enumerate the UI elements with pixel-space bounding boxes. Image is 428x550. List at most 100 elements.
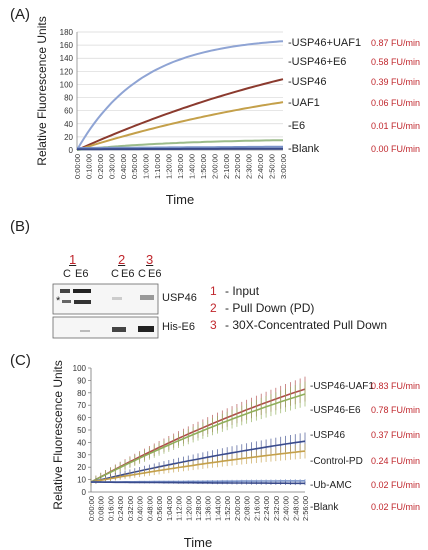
x-tick-label: 1:12:00 <box>175 496 184 521</box>
legend-text: - 30X-Concentrated Pull Down <box>221 318 388 332</box>
x-tick-label: 0:40:00 <box>136 496 145 521</box>
x-tick-label: 2:56:00 <box>301 496 310 521</box>
panel-c-label: (C) <box>10 352 31 369</box>
y-tick-label: 20 <box>64 133 73 142</box>
x-tick-label: 0:16:00 <box>106 496 115 521</box>
lane-label: C <box>111 268 119 280</box>
x-tick-label: 2:40:00 <box>256 154 265 179</box>
x-tick-label: 1:20:00 <box>184 496 193 521</box>
series-line <box>76 40 284 151</box>
x-tick-label: 0:10:00 <box>84 154 93 179</box>
x-axis-title: Time <box>184 535 212 550</box>
x-tick-label: 1:40:00 <box>187 154 196 179</box>
y-tick-label: 100 <box>60 80 74 89</box>
series-label: -USP46 <box>288 76 327 88</box>
series-line <box>90 440 306 483</box>
y-tick-label: 140 <box>60 54 74 63</box>
y-tick-label: 80 <box>64 94 73 103</box>
x-tick-label: 2:20:00 <box>233 154 242 179</box>
x-tick-label: 0:40:00 <box>119 154 128 179</box>
x-tick-label: 1:30:00 <box>176 154 185 179</box>
y-tick-label: 80 <box>77 389 86 398</box>
x-axis-title: Time <box>166 192 194 207</box>
y-axis-title: Relative Fluorescence Units <box>51 360 65 509</box>
blot-legend-3: 3 - 30X-Concentrated Pull Down <box>210 318 387 332</box>
lane-group-1: 1 <box>69 252 77 267</box>
x-tick-label: 2:08:00 <box>243 496 252 521</box>
series-label: -Ub-AMC <box>310 480 352 491</box>
x-tick-label: 0:20:00 <box>96 154 105 179</box>
series-rate: 0.24 FU/min <box>371 456 420 466</box>
series-line <box>77 147 283 151</box>
x-tick-label: 0:00:00 <box>87 496 96 521</box>
series-rate: 0.02 FU/min <box>371 502 420 512</box>
blot-legend-2: 2 - Pull Down (PD) <box>210 301 314 315</box>
series-rate: 0.01 FU/min <box>371 121 420 131</box>
y-tick-label: 20 <box>77 463 86 472</box>
series-rate: 0.78 FU/min <box>371 405 420 415</box>
panel-b-label: (B) <box>10 218 30 235</box>
series-line <box>90 393 306 483</box>
lane-label: E6 <box>148 268 162 280</box>
legend-text: - Pull Down (PD) <box>221 301 315 315</box>
x-tick-label: 2:10:00 <box>222 154 231 179</box>
series-rate: 0.06 FU/min <box>371 98 420 108</box>
series-rate: 0.58 FU/min <box>371 57 420 67</box>
y-tick-label: 70 <box>77 401 86 410</box>
y-tick-label: 160 <box>60 41 74 50</box>
lane-group-3: 3 <box>146 252 154 267</box>
series-rate: 0.83 FU/min <box>371 381 420 391</box>
band-label-his-e6: His-E6 <box>162 321 196 333</box>
y-tick-label: 10 <box>77 476 86 485</box>
lane-label: E6 <box>121 268 135 280</box>
x-tick-label: 0:00:00 <box>73 154 82 179</box>
y-tick-label: 60 <box>64 107 73 116</box>
series-label: -Control-PD <box>310 456 363 467</box>
x-tick-label: 2:40:00 <box>282 496 291 521</box>
series-line <box>76 101 284 151</box>
series-line <box>90 450 306 483</box>
series-label: -USP46-UAF1 <box>310 381 374 392</box>
y-tick-label: 40 <box>64 120 73 129</box>
x-tick-label: 1:04:00 <box>165 496 174 521</box>
band-label-usp46: USP46 <box>162 292 197 304</box>
asterisk-marker: * <box>56 295 61 307</box>
series-line <box>76 78 284 151</box>
x-tick-label: 1:36:00 <box>204 496 213 521</box>
y-tick-label: 50 <box>77 426 86 435</box>
x-tick-label: 1:10:00 <box>153 154 162 179</box>
series-label: -USP46+E6 <box>288 56 346 68</box>
series-line <box>91 481 305 485</box>
legend-num: 3 <box>210 318 217 332</box>
series-label: -Blank <box>288 143 320 155</box>
series-label: -E6 <box>288 120 305 132</box>
x-tick-label: 1:20:00 <box>165 154 174 179</box>
y-tick-label: 0 <box>69 146 74 155</box>
x-tick-label: 1:00:00 <box>142 154 151 179</box>
y-tick-label: 30 <box>77 451 86 460</box>
series-line <box>77 145 283 149</box>
panel-a-label: (A) <box>10 6 30 23</box>
x-tick-label: 0:50:00 <box>130 154 139 179</box>
x-tick-label: 0:24:00 <box>116 496 125 521</box>
x-tick-label: 2:32:00 <box>272 496 281 521</box>
series-label: -Blank <box>310 502 339 513</box>
lane-label: E6 <box>75 268 89 280</box>
series-rate: 0.87 FU/min <box>371 38 420 48</box>
x-tick-label: 1:52:00 <box>223 496 232 521</box>
x-tick-label: 1:44:00 <box>213 496 222 521</box>
x-tick-label: 2:48:00 <box>291 496 300 521</box>
series-rate: 0.39 FU/min <box>371 77 420 87</box>
x-tick-label: 1:28:00 <box>194 496 203 521</box>
lane-label: C <box>138 268 146 280</box>
series-label: -UAF1 <box>288 97 320 109</box>
series-rate: 0.02 FU/min <box>371 480 420 490</box>
y-tick-label: 0 <box>82 488 87 497</box>
x-tick-label: 2:00:00 <box>210 154 219 179</box>
western-blot-image <box>52 283 159 339</box>
y-tick-label: 90 <box>77 376 86 385</box>
series-rate: 0.37 FU/min <box>371 430 420 440</box>
y-tick-label: 40 <box>77 438 86 447</box>
x-tick-label: 0:48:00 <box>145 496 154 521</box>
